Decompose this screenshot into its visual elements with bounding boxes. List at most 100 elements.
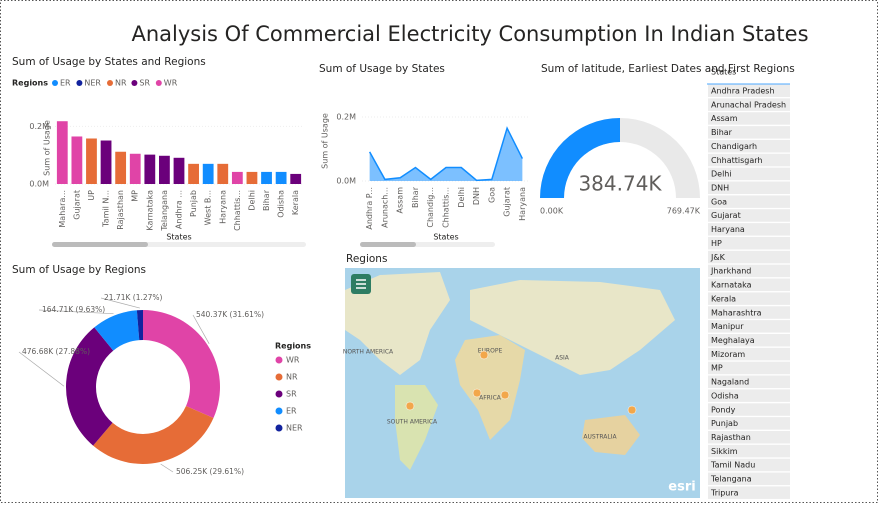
donut-segment[interactable] xyxy=(93,405,214,464)
slicer-item-bg[interactable] xyxy=(708,320,790,333)
map-point[interactable] xyxy=(500,390,510,400)
bar[interactable] xyxy=(188,163,199,184)
slicer-item-bg[interactable] xyxy=(708,389,790,402)
slicer-item[interactable]: Jharkhand xyxy=(710,267,751,276)
slicer-item-bg[interactable] xyxy=(708,403,790,416)
slicer-item-bg[interactable] xyxy=(708,236,790,250)
slicer-item[interactable]: Andhra Pradesh xyxy=(711,87,775,96)
bar[interactable] xyxy=(202,163,214,184)
slicer-item[interactable]: Meghalaya xyxy=(711,336,755,345)
slicer-item[interactable]: Telangana xyxy=(710,475,752,484)
y-tick-label: 0.2M xyxy=(29,122,49,131)
slicer-item[interactable]: Odisha xyxy=(711,391,739,400)
slicer-item[interactable]: Mizoram xyxy=(711,350,745,359)
slicer-item-bg[interactable] xyxy=(708,126,790,139)
bar[interactable] xyxy=(173,157,185,184)
slicer-item[interactable]: Rajasthan xyxy=(711,433,751,442)
legend-label: WR xyxy=(286,356,300,365)
slicer-item-bg[interactable] xyxy=(708,472,790,486)
slicer-item-bg[interactable] xyxy=(708,458,790,472)
slicer-item[interactable]: DNH xyxy=(711,184,729,193)
bar[interactable] xyxy=(115,151,127,184)
slicer-item-bg[interactable] xyxy=(708,84,790,98)
donut-segment[interactable] xyxy=(143,310,221,419)
slicer-item-bg[interactable] xyxy=(708,375,790,389)
data-label: 506.25K (29.61%) xyxy=(176,467,244,476)
slicer-item[interactable]: Pondy xyxy=(711,405,736,414)
bar[interactable] xyxy=(86,138,97,184)
slicer-item[interactable]: Manipur xyxy=(711,322,744,331)
slicer-item-bg[interactable] xyxy=(708,417,790,430)
slicer-item-bg[interactable] xyxy=(708,306,790,319)
slicer-item[interactable]: Tamil Nadu xyxy=(710,461,755,470)
slicer-item-bg[interactable] xyxy=(708,264,790,278)
slicer-item-bg[interactable] xyxy=(708,167,790,181)
slicer-item-bg[interactable] xyxy=(708,139,790,153)
slicer-item-bg[interactable] xyxy=(708,333,790,347)
slicer-item[interactable]: Goa xyxy=(711,197,727,206)
slicer-item-bg[interactable] xyxy=(708,292,790,305)
gauge-fill[interactable] xyxy=(540,118,621,198)
map-label: AUSTRALIA xyxy=(583,434,617,441)
slicer-item-bg[interactable] xyxy=(708,347,790,361)
slicer-item[interactable]: Assam xyxy=(711,114,738,123)
slicer-item[interactable]: Maharashtra xyxy=(711,308,762,317)
map-point[interactable] xyxy=(405,401,415,411)
bar[interactable] xyxy=(129,153,141,184)
bar[interactable] xyxy=(56,121,68,184)
slicer-item-bg[interactable] xyxy=(708,223,790,236)
bar[interactable] xyxy=(246,171,258,184)
donut-segment[interactable] xyxy=(94,310,140,351)
map-point[interactable] xyxy=(479,350,489,360)
slicer-item[interactable]: Chandigarh xyxy=(711,142,757,151)
slicer-item-bg[interactable] xyxy=(708,153,790,167)
slicer-item[interactable]: J&K xyxy=(710,253,726,262)
bar[interactable] xyxy=(290,173,302,184)
bar[interactable] xyxy=(71,136,83,184)
slicer-item[interactable]: Arunachal Pradesh xyxy=(711,100,786,109)
slicer-item-bg[interactable] xyxy=(708,431,790,444)
scrollbar-thumb[interactable] xyxy=(52,242,148,247)
x-tick-label: Chhattis... xyxy=(442,187,451,228)
bar[interactable] xyxy=(261,171,272,184)
bar[interactable] xyxy=(231,171,243,184)
slicer-item-bg[interactable] xyxy=(708,278,790,292)
slicer-item[interactable]: Karnataka xyxy=(711,281,752,290)
map-point[interactable] xyxy=(627,405,637,415)
x-tick-label: Assam xyxy=(396,187,405,214)
slicer-item[interactable]: HP xyxy=(711,239,722,248)
leader-line xyxy=(18,351,65,387)
bar[interactable] xyxy=(217,163,229,184)
slicer-item-bg[interactable] xyxy=(708,486,790,499)
x-tick-label: Gujarat xyxy=(72,190,81,220)
slicer-item-bg[interactable] xyxy=(708,112,790,125)
slicer-item[interactable]: Bihar xyxy=(711,128,733,137)
slicer-item[interactable]: Gujarat xyxy=(711,211,741,220)
slicer-item[interactable]: Chhattisgarh xyxy=(711,156,763,165)
map-point[interactable] xyxy=(472,388,482,398)
slicer-item-bg[interactable] xyxy=(708,361,790,375)
slicer-item[interactable]: Haryana xyxy=(711,225,745,234)
slicer-item-bg[interactable] xyxy=(708,250,790,264)
bar[interactable] xyxy=(275,171,287,184)
slicer-item[interactable]: Nagaland xyxy=(711,378,749,387)
slicer-item[interactable]: Tripura xyxy=(710,488,739,497)
slicer-item-bg[interactable] xyxy=(708,195,790,208)
slicer-item[interactable]: Kerala xyxy=(711,294,736,303)
slicer-item[interactable]: Delhi xyxy=(711,170,732,179)
scrollbar-thumb[interactable] xyxy=(360,242,416,247)
bar[interactable] xyxy=(159,155,170,184)
bar[interactable] xyxy=(100,140,112,184)
donut-segment[interactable] xyxy=(136,310,143,341)
slicer-item-bg[interactable] xyxy=(708,444,790,458)
slicer-item-bg[interactable] xyxy=(708,98,790,111)
slicer-item[interactable]: Sikkim xyxy=(711,447,738,456)
x-tick-label: Gujarat xyxy=(503,187,512,217)
donut-segment[interactable] xyxy=(66,327,114,446)
slicer-item[interactable]: MP xyxy=(711,364,723,373)
slicer-item[interactable]: Punjab xyxy=(711,419,738,428)
slicer-item-bg[interactable] xyxy=(708,209,790,222)
chart-title: Sum of Usage by Regions xyxy=(12,264,146,276)
slicer-item-bg[interactable] xyxy=(708,181,790,195)
bar[interactable] xyxy=(144,154,156,184)
